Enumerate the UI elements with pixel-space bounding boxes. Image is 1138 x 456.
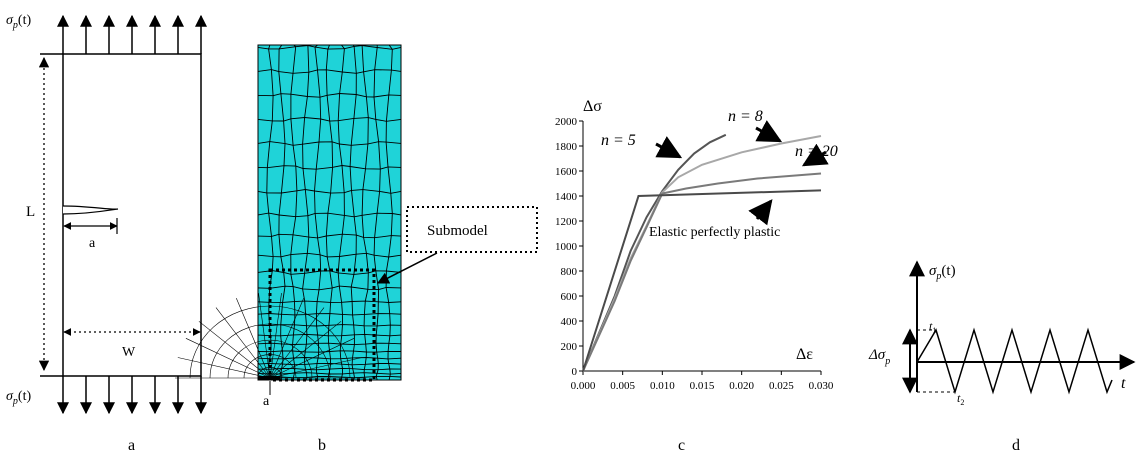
panel-a: L a W σp(t) σp(t) a [6, 13, 207, 454]
mesh-line-fan [269, 307, 325, 379]
series-line-2 [582, 172, 822, 372]
crack-label-a: a [89, 236, 96, 251]
mesh-line-fan [269, 338, 355, 379]
mesh-line-fan [236, 297, 271, 379]
x-tick-label: 0.020 [729, 380, 754, 392]
mesh-line-fan [185, 338, 271, 379]
mesh-line-fan [177, 357, 271, 379]
series-line-3 [582, 189, 822, 372]
plate-outline [62, 53, 202, 377]
x-tick-label: 0.010 [650, 380, 675, 392]
stress-label-top: σp(t) [6, 13, 31, 31]
mesh-line-v [325, 44, 334, 381]
series-line-0 [582, 133, 727, 372]
mesh-line-fan [269, 357, 363, 379]
x-tick-label: 0.005 [610, 380, 635, 392]
series-line-1 [582, 135, 822, 372]
mesh-line-v [373, 45, 381, 381]
width-label: W [122, 345, 136, 360]
arrow-n8 [755, 120, 783, 143]
mesh-line-fan [215, 307, 271, 379]
annotation-n5: n = 5 [601, 132, 636, 149]
y-ticks: 0 200 400 600 800 1000 1200 1400 1600 1800 2000 [555, 116, 583, 378]
mesh-line-arc [227, 339, 313, 379]
mesh-crack-label: a [263, 394, 270, 409]
panel-d: σp(t) Δσp t t1 t2 d [868, 260, 1136, 454]
mesh-line-fan [269, 293, 282, 379]
caption-b: b [318, 437, 326, 454]
mesh-line-v [278, 44, 286, 381]
d-t-label: t [1121, 375, 1126, 392]
caption-c: c [678, 437, 685, 454]
mesh-line-v [361, 44, 369, 381]
d-amp-label: Δσp [868, 347, 890, 367]
submodel-pointer [376, 252, 438, 284]
top-load-arrows [40, 14, 207, 55]
arrow-n5 [655, 136, 683, 159]
y-tick-label: 0 [572, 366, 578, 378]
mesh-line-fan [269, 297, 304, 379]
t2-label: t2 [957, 391, 964, 407]
caption-a: a [128, 437, 135, 454]
y-tick-label: 1000 [555, 241, 578, 253]
caption-d: d [1012, 437, 1020, 454]
chart-series [582, 133, 822, 372]
x-tick-label: 0.025 [769, 380, 794, 392]
y-tick-label: 1200 [555, 216, 578, 228]
y-tick-label: 1800 [555, 141, 578, 153]
x-tick-label: 0.000 [571, 380, 596, 392]
d-y-label: σp(t) [929, 263, 956, 282]
edge-crack [62, 205, 119, 215]
panel-c: 0 200 400 600 800 1000 1200 1400 1600 1800 2000 0.… [555, 98, 838, 454]
mesh-line-v [302, 44, 310, 381]
mesh-line-v [349, 44, 357, 381]
panel-b: Submodel a b [175, 44, 538, 454]
mesh-line-v [290, 44, 298, 381]
y-tick-label: 1400 [555, 191, 578, 203]
arrow-n20 [801, 143, 829, 167]
t1-label: t1 [929, 319, 936, 335]
y-tick-label: 2000 [555, 116, 578, 128]
mesh-line-fan [198, 321, 271, 379]
bottom-load-arrows [40, 375, 207, 415]
y-tick-label: 400 [561, 316, 578, 328]
arrow-epp [748, 199, 773, 226]
x-ticks: 0.000 0.005 0.010 0.015 0.020 0.025 0.030 [571, 371, 834, 392]
x-tick-label: 0.015 [690, 380, 715, 392]
mesh-line-v [385, 44, 393, 381]
submodel-region [268, 268, 376, 382]
x-tick-label: 0.030 [809, 380, 834, 392]
annotation-epp: Elastic perfectly plastic [649, 225, 780, 240]
y-tick-label: 200 [561, 341, 578, 353]
y-tick-label: 600 [561, 291, 578, 303]
mesh-line-fan [258, 293, 271, 379]
annotation-n8: n = 8 [728, 108, 763, 125]
submodel-callout [406, 206, 538, 253]
x-axis-label: Δε [796, 346, 813, 363]
stress-label-bottom: σp(t) [6, 389, 31, 407]
y-tick-label: 800 [561, 266, 578, 278]
mesh-line-v [314, 44, 322, 380]
y-tick-label: 1600 [555, 166, 578, 178]
triangular-load-wave [916, 327, 1113, 395]
fe-mesh [175, 44, 402, 381]
mesh-line-fan [269, 321, 342, 379]
submodel-label: Submodel [427, 223, 488, 239]
mesh-line-v [337, 44, 345, 381]
y-axis-label: Δσ [583, 98, 602, 115]
length-label: L [26, 204, 35, 220]
